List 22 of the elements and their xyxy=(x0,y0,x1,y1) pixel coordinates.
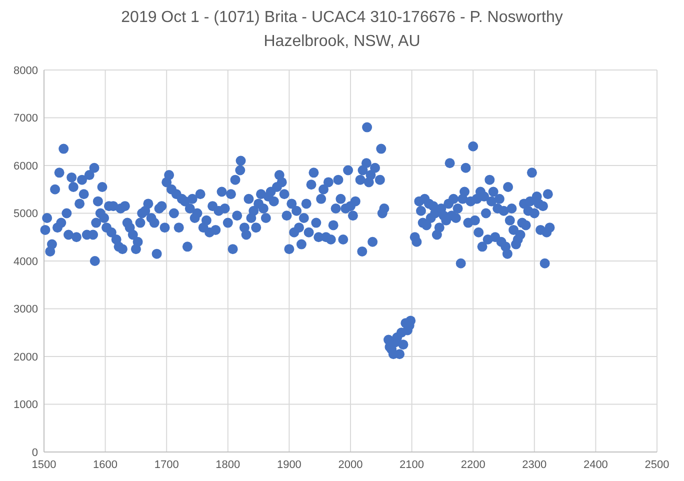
x-tick-label: 1900 xyxy=(276,459,302,471)
x-tick-label: 2400 xyxy=(583,459,608,471)
chart-subtitle: Hazelbrook, NSW, AU xyxy=(264,33,420,50)
x-tick-label: 2000 xyxy=(338,459,363,471)
x-tick-label: 2200 xyxy=(460,459,486,471)
y-tick-label: 7000 xyxy=(14,112,38,125)
x-tick-label: 1700 xyxy=(154,459,179,471)
x-tick-label: 1600 xyxy=(93,459,118,471)
y-tick-label: 4000 xyxy=(14,256,38,268)
y-tick-label: 5000 xyxy=(14,208,38,220)
x-tick-label: 1800 xyxy=(216,459,240,471)
chart-title: 2019 Oct 1 - (1071) Brita - UCAC4 310-176676 - P. Nosworthy xyxy=(121,9,563,26)
x-tick-label: 2500 xyxy=(644,459,670,471)
x-tick-label: 2100 xyxy=(400,459,424,471)
x-tick-label: 1500 xyxy=(32,459,56,471)
x-tick-label: 2300 xyxy=(522,459,547,471)
y-tick-label: 8000 xyxy=(14,64,38,77)
y-tick-label: 6000 xyxy=(14,160,38,172)
y-tick-label: 1000 xyxy=(14,399,38,412)
y-tick-label: 0 xyxy=(32,446,38,459)
y-tick-label: 3000 xyxy=(14,304,38,316)
y-tick-label: 2000 xyxy=(14,351,38,364)
